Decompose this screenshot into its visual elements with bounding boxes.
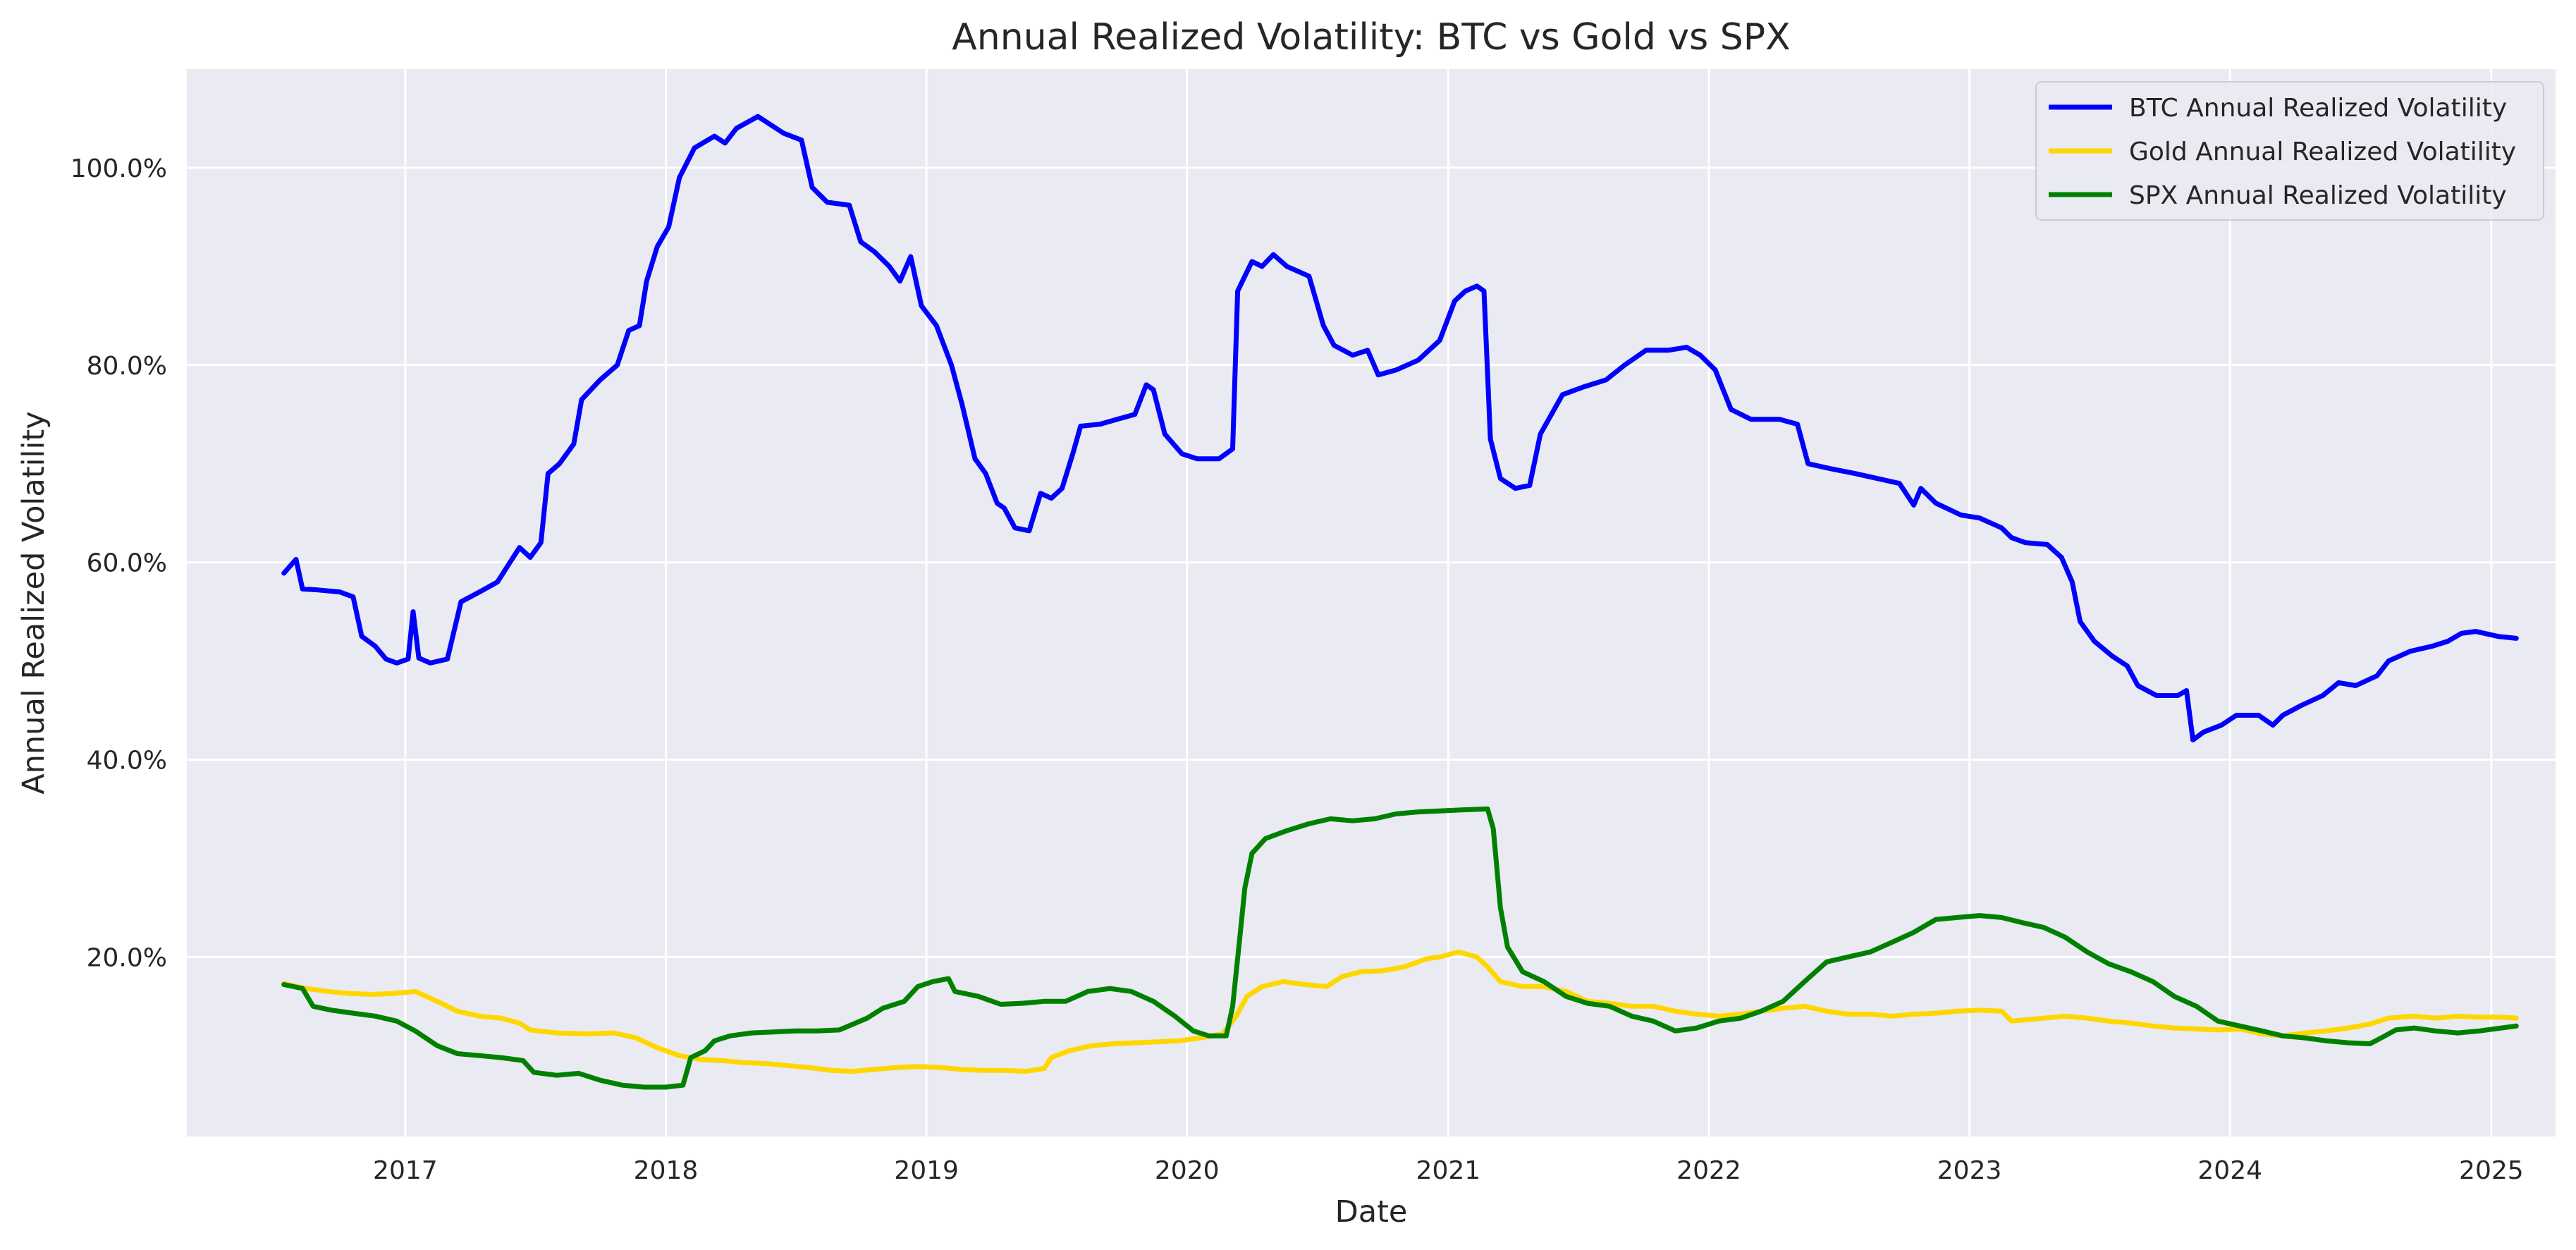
series-lines <box>281 114 2519 1090</box>
series-line-0 <box>281 114 2519 742</box>
y-axis-ticks: 20.0% 40.0% 60.0% 80.0% 100.0% <box>70 154 167 972</box>
y-axis-title: Annual Realized Volatility <box>16 411 51 794</box>
y-tick-label: 80.0% <box>87 352 167 381</box>
x-tick-label: 2024 <box>2197 1156 2262 1185</box>
legend-label: Gold Annual Realized Volatility <box>2129 137 2516 166</box>
x-tick-label: 2021 <box>1416 1156 1481 1185</box>
x-axis-ticks: 2017 2018 2019 2020 2021 2022 2023 2024 2025 <box>373 1156 2524 1185</box>
legend-label: SPX Annual Realized Volatility <box>2129 181 2507 210</box>
x-axis-title: Date <box>1335 1194 1408 1230</box>
x-tick-label: 2020 <box>1155 1156 1220 1185</box>
x-tick-label: 2022 <box>1676 1156 1741 1185</box>
y-tick-label: 40.0% <box>87 746 167 775</box>
y-tick-label: 100.0% <box>70 154 167 183</box>
x-tick-label: 2025 <box>2459 1156 2524 1185</box>
x-tick-label: 2019 <box>894 1156 959 1185</box>
plot-area <box>187 69 2556 1136</box>
legend-box <box>2035 81 2544 221</box>
legend-label: BTC Annual Realized Volatility <box>2129 94 2507 123</box>
y-tick-label: 20.0% <box>87 943 167 972</box>
y-tick-label: 60.0% <box>87 549 167 578</box>
legend: BTC Annual Realized Volatility Gold Annua… <box>2035 81 2544 221</box>
chart-title: Annual Realized Volatility: BTC vs Gold … <box>952 16 1791 59</box>
series-line-1 <box>281 949 2519 1074</box>
x-tick-label: 2023 <box>1937 1156 2002 1185</box>
x-tick-label: 2018 <box>634 1156 699 1185</box>
series-line-2 <box>281 806 2519 1090</box>
x-tick-label: 2017 <box>373 1156 438 1185</box>
